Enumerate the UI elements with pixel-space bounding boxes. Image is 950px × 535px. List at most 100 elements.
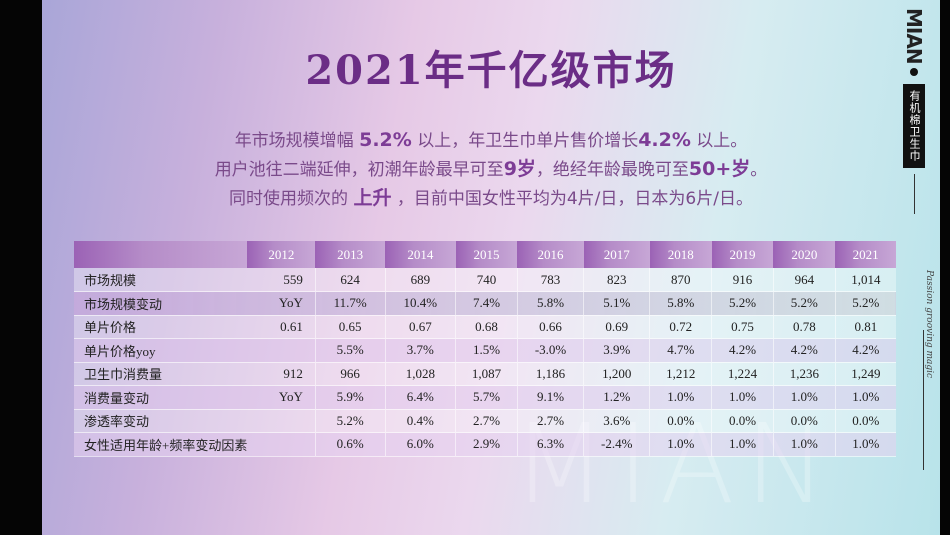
table-cell: 0.0% (649, 409, 712, 433)
text-segment: 用户池往二端延伸，初潮年龄最早可至 (214, 160, 504, 180)
table-cell: 1,212 (649, 362, 712, 386)
row-label: 单片价格yoy (84, 343, 156, 359)
table-cell: 740 (455, 268, 518, 292)
table-cell: 5.8% (649, 291, 712, 315)
brand-sidebar: MIAN 有机棉卫生巾 (902, 8, 926, 214)
brand-logo: MIAN (902, 8, 926, 64)
row-label: 女性适用年龄+频率变动因素 (84, 437, 248, 453)
table-cell: 0.68 (455, 315, 518, 339)
table-cell: 0.61 (280, 318, 303, 334)
table-cell: 1,249 (834, 362, 896, 386)
text-segment: 同时使用频次的 (229, 189, 354, 209)
table-cell: 5.2% (772, 291, 836, 315)
table-cell: 1.5% (455, 338, 518, 362)
table-header-row: 2012 2013 2014 2015 2016 2017 2018 2019 2020 2021 (74, 241, 896, 268)
table-cell: 5.2% (314, 409, 385, 433)
table-cell: 1,224 (711, 362, 774, 386)
table-cell: 4.2% (772, 338, 836, 362)
row-label: 单片价格 (84, 320, 137, 336)
table-cell: 5.8% (516, 291, 584, 315)
table-cell: 2.7% (455, 409, 518, 433)
table-cell: 5.7% (455, 385, 518, 409)
table-cell: 966 (314, 362, 385, 386)
text-segment: 年市场规模增幅 (234, 131, 360, 151)
subtitle-line-2: 用户池往二端延伸，初潮年龄最早可至9岁，绝经年龄最晚可至50+岁。 (42, 154, 940, 181)
table-header-year: 2017 (583, 241, 650, 268)
table-cell: -2.4% (583, 432, 650, 456)
table-row: 女性适用年龄+频率变动因素 0.6% 6.0% 2.9% 6.3% -2.4% 1.0% 1.… (74, 432, 896, 457)
table-cell: 4.7% (649, 338, 712, 362)
table-cell: 5.2% (711, 291, 774, 315)
table-cell: 1.0% (711, 385, 774, 409)
table-cell: 783 (516, 268, 584, 292)
table-cell: 0.0% (834, 409, 896, 433)
table-cell: 624 (314, 268, 385, 292)
text-segment: ，绝经年龄最晚可至 (535, 160, 689, 180)
table-cell: 3.6% (583, 409, 650, 433)
table-cell: 0.66 (516, 315, 584, 339)
table-cell: 0.78 (772, 315, 836, 339)
brand-dot-icon (910, 67, 918, 76)
highlight-text: 上升 (353, 187, 392, 209)
highlight-text: 4.2% (638, 129, 691, 151)
table-cell: -3.0% (516, 338, 584, 362)
table-cell (247, 433, 315, 457)
table-header-year: 2014 (385, 241, 456, 268)
table-header-year: 2020 (773, 241, 836, 268)
table-row: 卫生巾消费量 912 966 1,028 1,087 1,186 1,200 1,212 1,2… (74, 362, 896, 386)
table-cell: 5.2% (834, 291, 896, 315)
brand-signature: Passion grooving magic (924, 270, 934, 379)
table-row: 消费量变动 YoY 5.9% 6.4% 5.7% 9.1% 1.2% 1.0% 1.0% 1.0%… (74, 385, 896, 409)
table-row: 单片价格 0.61 0.65 0.67 0.68 0.66 0.69 0.72 0.75 0.78… (74, 315, 896, 339)
table-cell: 4.2% (711, 338, 774, 362)
table-cell: 3.9% (583, 338, 650, 362)
highlight-text: 9岁 (503, 158, 536, 180)
table-cell: 0.0% (772, 409, 836, 433)
table-cell: 6.3% (516, 432, 584, 456)
table-cell: 7.4% (455, 291, 518, 315)
table-cell: 689 (384, 268, 456, 292)
table-cell: 1.0% (834, 385, 896, 409)
table-cell: 1.0% (772, 432, 836, 456)
table-cell: 1.0% (834, 432, 896, 456)
right-black-margin (940, 0, 950, 535)
table-header-year: 2012 (247, 241, 316, 268)
table-cell: 5.5% (314, 338, 385, 362)
table-header-year: 2015 (455, 241, 518, 268)
table-cell: 1.2% (583, 385, 650, 409)
highlight-text: 50+岁 (688, 158, 751, 180)
table-cell (247, 339, 315, 363)
table-cell: YoY (278, 389, 303, 405)
table-cell: 1,087 (455, 362, 518, 386)
table-cell: 0.67 (384, 315, 456, 339)
table-header-corner (74, 241, 248, 268)
table-cell: 1,236 (772, 362, 836, 386)
table-cell: 4.2% (834, 338, 896, 362)
table-cell: 2.7% (516, 409, 584, 433)
table-body: 市场规模 559 624 689 740 783 823 870 916 964 1,014 市场规模… (74, 268, 896, 456)
market-data-table: 2012 2013 2014 2015 2016 2017 2018 2019 2020 2021… (74, 241, 896, 457)
table-cell: 1.0% (649, 385, 712, 409)
text-segment: 以上。 (690, 131, 748, 151)
left-black-margin (0, 0, 42, 535)
table-header-year: 2021 (835, 241, 896, 268)
table-cell: 6.0% (384, 432, 456, 456)
row-label: 市场规模 (84, 273, 137, 288)
table-cell: 0.0% (711, 409, 774, 433)
table-cell: 870 (649, 268, 712, 292)
text-segment: 。 (750, 160, 768, 180)
divider (923, 330, 924, 470)
divider (913, 173, 915, 214)
table-cell: 2.9% (455, 432, 518, 456)
table-cell: 1,186 (516, 362, 584, 386)
table-cell: 0.69 (583, 315, 650, 339)
table-cell: 5.1% (583, 291, 650, 315)
table-header-year: 2016 (517, 241, 584, 268)
table-cell: 6.4% (384, 385, 456, 409)
table-cell: 5.9% (314, 385, 385, 409)
table-cell: 912 (283, 365, 303, 381)
table-cell: 1,014 (834, 268, 896, 292)
table-cell: 0.72 (649, 315, 712, 339)
table-cell: 1.0% (711, 432, 774, 456)
table-cell: 1.0% (772, 385, 836, 409)
